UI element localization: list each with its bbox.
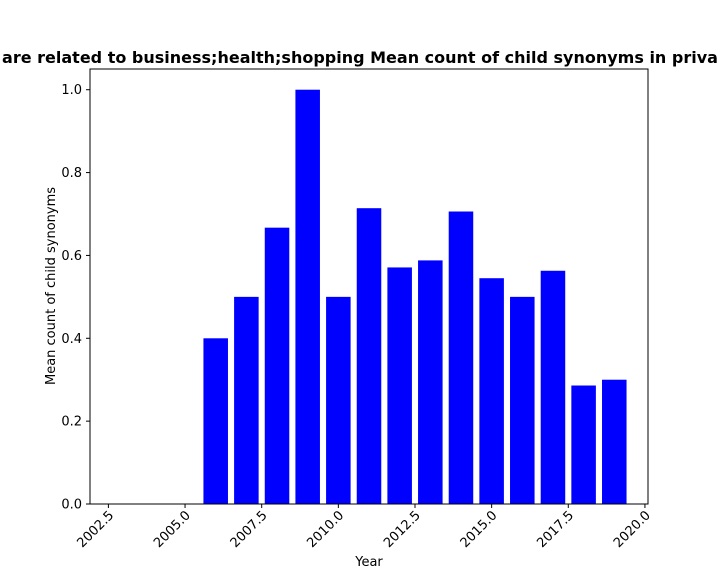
- bar-2015: [479, 278, 504, 504]
- y-axis: 0.0 0.2 0.4 0.6 0.8 1.0: [61, 83, 90, 513]
- x-tick-label: 2017.5: [534, 508, 577, 551]
- bar-2012: [387, 267, 412, 504]
- bar-2008: [264, 227, 290, 505]
- x-axis-label: Year: [354, 555, 383, 570]
- y-tick-label: 0.8: [61, 166, 82, 181]
- x-tick-label: 2012.5: [381, 508, 424, 551]
- bar-2011: [356, 208, 382, 504]
- plot-frame: [89, 68, 649, 505]
- x-tick-label: 2007.5: [228, 508, 271, 551]
- y-axis-label: Mean count of child synonyms: [44, 187, 59, 385]
- bar-2006: [203, 338, 228, 504]
- x-tick-label: 2015.0: [458, 508, 501, 551]
- y-tick-label: 0.6: [61, 249, 82, 264]
- bar-2014: [448, 211, 474, 504]
- bar-2007: [234, 296, 259, 504]
- bar-2016: [510, 296, 535, 504]
- y-tick-label: 0.2: [61, 415, 82, 430]
- bar-2009: [295, 89, 320, 505]
- chart-title: are related to business;health;shopping …: [2, 48, 718, 67]
- bar-2010: [326, 296, 351, 504]
- y-tick-label: 0.0: [61, 498, 82, 513]
- x-tick-label: 2005.0: [151, 508, 194, 551]
- x-tick-label: 2020.0: [611, 508, 654, 551]
- bar-2019: [602, 379, 627, 504]
- bars-group: [203, 89, 627, 505]
- x-axis: 2002.5 2005.0 2007.5 2010.0 2012.5 2015.0 2017…: [74, 504, 654, 551]
- bar-2013: [418, 260, 443, 504]
- x-tick-label: 2002.5: [74, 508, 117, 551]
- x-tick-label: 2010.0: [304, 508, 347, 551]
- y-tick-label: 0.4: [61, 332, 82, 347]
- bar-2018: [571, 385, 596, 504]
- bar-2017: [540, 270, 566, 504]
- y-tick-label: 1.0: [61, 83, 82, 98]
